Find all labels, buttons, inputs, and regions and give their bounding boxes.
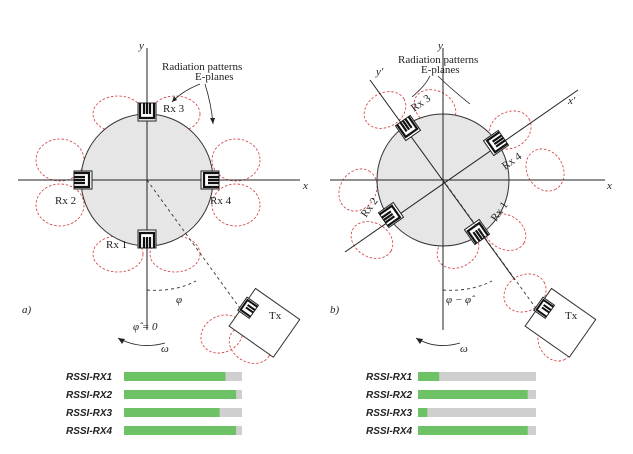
rssi-label: RSSI-RX3 <box>66 408 113 419</box>
rssi-panel-a: RSSI-RX1 RSSI-RX2 RSSI-RX3 RSSI-RX4 <box>66 372 242 437</box>
annotation-arrow <box>437 75 471 105</box>
rssi-panel-b: RSSI-RX1 RSSI-RX2 RSSI-RX3 RSSI-RX4 <box>366 372 536 437</box>
annotation-eplanes: E-planes <box>421 64 459 76</box>
arrow-head <box>416 338 423 344</box>
petal <box>149 95 201 133</box>
rssi-label: RSSI-RX4 <box>366 426 413 437</box>
rssi-bar-fill <box>124 426 237 435</box>
phi-label: φ <box>176 294 182 306</box>
rssi-bar-fill <box>418 408 428 417</box>
panel-a-label: a) <box>22 304 32 316</box>
tx-box <box>524 287 597 358</box>
x-prime-label: x' <box>567 95 576 107</box>
tx-direction-line <box>442 179 544 319</box>
annotation-radiation: Radiation patterns <box>162 61 242 73</box>
phi-arc <box>146 280 197 291</box>
annotation-eplanes: E-planes <box>195 71 233 83</box>
rx1-label: Rx 1 <box>106 239 127 251</box>
rssi-bar-fill <box>124 408 220 417</box>
rx1-antenna <box>137 229 157 249</box>
rx3-antenna <box>394 114 422 142</box>
omega-label: ω <box>161 343 169 355</box>
rx3-label: Rx 3 <box>163 103 185 115</box>
rssi-bar-fill <box>124 390 237 399</box>
omega-label: ω <box>460 343 468 355</box>
petal <box>211 138 261 182</box>
petal <box>350 221 394 259</box>
annotation-radiation: Radiation patterns <box>398 54 478 66</box>
rssi-label: RSSI-RX1 <box>366 372 413 383</box>
petal <box>35 183 85 227</box>
x-prime-axis <box>344 89 579 253</box>
panel-b: x y y' x' Radiation patterns E-planes Rx… <box>330 40 612 362</box>
arrow-head <box>210 118 215 124</box>
rx2-antenna <box>377 201 405 229</box>
rx3-label: Rx 3 <box>409 92 434 114</box>
x-axis-label: x <box>606 180 612 192</box>
phi-hat-label: φ̂ = 0 <box>133 321 158 333</box>
tx-direction-line <box>146 179 248 319</box>
rx4-antenna <box>200 170 220 190</box>
rotation-arrow <box>117 337 166 347</box>
rx4-antenna <box>482 129 510 157</box>
rssi-label: RSSI-RX3 <box>366 408 413 419</box>
rx2-label: Rx 2 <box>55 195 76 207</box>
rssi-label: RSSI-RX2 <box>366 390 413 401</box>
y-prime-label: y' <box>375 66 384 78</box>
arrow-head <box>118 338 125 344</box>
rssi-bar-fill <box>418 372 440 381</box>
panel-a: x y Radiation patterns E-planes Rx 3 Rx … <box>18 40 308 364</box>
tx-label: Tx <box>565 310 578 322</box>
phi-arc <box>442 280 493 291</box>
rssi-bar-track <box>418 408 536 417</box>
y-prime-axis <box>369 79 516 281</box>
tx-box <box>228 287 301 358</box>
rx1-antenna <box>463 218 491 246</box>
petal <box>363 91 407 129</box>
rx2-antenna <box>73 170 93 190</box>
rx2-label: Rx 2 <box>359 196 381 220</box>
rssi-bar-fill <box>418 390 528 399</box>
rssi-label: RSSI-RX2 <box>66 390 113 401</box>
rssi-bar-track <box>418 372 536 381</box>
y-axis-label: y <box>437 40 443 52</box>
petal <box>211 183 261 227</box>
annotation-arrow <box>411 75 431 98</box>
rssi-bar-fill <box>418 426 528 435</box>
panel-b-label: b) <box>330 304 340 316</box>
rssi-label: RSSI-RX4 <box>66 426 113 437</box>
tx-label: Tx <box>269 310 282 322</box>
rx3-antenna <box>137 102 157 122</box>
x-axis-label: x <box>302 180 308 192</box>
petal <box>338 168 378 212</box>
petal <box>503 273 547 313</box>
rssi-label: RSSI-RX1 <box>66 372 113 383</box>
petal <box>525 148 565 192</box>
arrow-head <box>172 96 177 102</box>
y-axis-label: y <box>138 40 144 52</box>
phi-diff-label: φ − φ̂ <box>446 294 476 306</box>
rssi-bar-fill <box>124 372 226 381</box>
rx4-label: Rx 4 <box>210 195 232 207</box>
